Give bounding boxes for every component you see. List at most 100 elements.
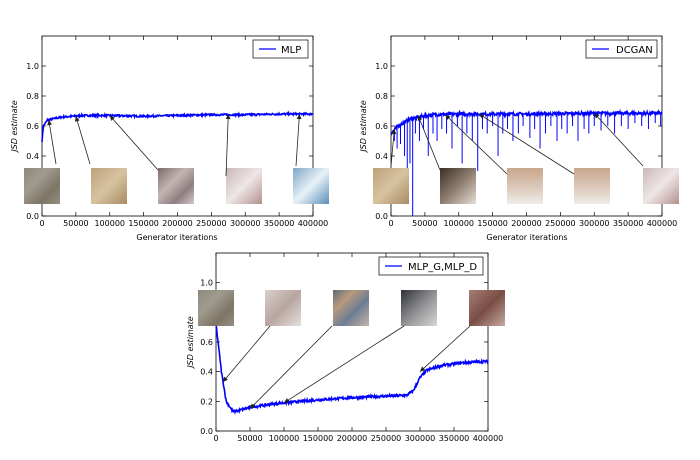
sample-image-beige-blur [91,168,127,204]
sample-image-noise [24,168,60,204]
annotation-arrowhead [250,403,256,409]
x-tick-label: 0 [388,219,393,228]
y-axis-label: JSD estimate [186,316,195,369]
annotation-arrowhead [296,114,302,120]
sample-image-icy [293,168,329,204]
x-tick-label: 200000 [162,219,193,228]
sample-image-gray-noise [198,290,234,326]
y-tick-label: 0.8 [375,92,388,101]
y-tick-label: 1.0 [26,62,39,71]
annotation-arrowhead [479,114,485,119]
x-tick-label: 50000 [63,219,88,228]
x-tick-label: 150000 [303,434,334,443]
x-tick-label: 50000 [237,434,262,443]
y-axis-label: JSD estimate [359,100,368,153]
y-axis-label: JSD estimate [10,100,19,153]
x-tick-label: 100000 [269,434,300,443]
x-tick-label: 300000 [405,434,436,443]
sample-image-room-mix [158,168,194,204]
annotation-arrowhead [47,120,52,126]
series-line [41,110,314,142]
y-tick-label: 0.0 [375,212,388,221]
annotation-arrow [225,113,229,177]
annotation-arrowhead [417,115,423,122]
annotation-arrowhead [222,376,228,383]
y-tick-label: 0.6 [375,122,388,131]
legend: MLP_G,MLP_D [378,256,484,276]
x-tick-label: 0 [39,219,44,228]
legend-box [378,256,484,276]
annotation-arrow [444,114,508,175]
x-tick-label: 250000 [371,434,402,443]
x-ticks: 0 50000 100000 150000 200000 250000 300000 3500… [388,36,677,228]
chart-mlp-g-mlp-d: 0.00.20.40.60.81.0 050000100000150000200… [186,252,505,443]
annotation-arrow [222,325,271,383]
x-tick-label: 50000 [412,219,437,228]
legend: MLP [252,39,309,59]
legend-label: DCGAN [616,45,653,56]
annotation-arrowhead [391,129,397,135]
x-tick-label: 100000 [443,219,474,228]
annotation-arrowhead [284,398,290,403]
series [390,108,663,216]
sample-images [198,290,505,326]
y-tick-label: 0.2 [200,397,213,406]
annotation-arrow [295,113,300,167]
sample-images [373,168,679,204]
x-tick-label: 300000 [230,219,261,228]
sample-image-pink-room [226,168,262,204]
y-tick-label: 0.0 [26,212,39,221]
legend-box [252,39,309,59]
sample-image-beige-room [373,168,409,204]
x-ticks: 0 50000 100000 150000 200000 250000 300000 3500… [39,36,328,228]
annotation-arrow [419,325,471,372]
annotation-arrowhead [594,113,600,119]
legend-label: MLP_G,MLP_D [408,262,477,273]
x-tick-label: 0 [213,434,218,443]
y-tick-label: 0.4 [375,152,388,161]
sample-images [24,168,329,204]
x-axis-label: Generator iterations [486,233,567,242]
x-tick-label: 400000 [298,219,329,228]
x-tick-label: 250000 [545,219,576,228]
series [41,110,314,142]
chart-mlp: 0.00.20.40.60.81.0 050000100000150000200… [10,35,329,242]
legend-label: MLP [281,45,301,56]
legend-box [585,39,658,59]
x-tick-label: 350000 [264,219,295,228]
annotation-arrowhead [74,116,80,122]
legend: DCGAN [585,39,658,59]
y-tick-label: 0.4 [200,368,213,377]
annotation-arrowhead [225,114,231,120]
sample-image-curtain-bedroom [574,168,610,204]
chart-dcgan: 0.00.20.40.60.81.0 050000100000150000200… [359,35,679,242]
annotation-arrow [417,115,441,171]
x-tick-label: 250000 [196,219,227,228]
sample-image-dark-blur [401,290,437,326]
x-tick-label: 350000 [613,219,644,228]
sample-image-colorful-noise [333,290,369,326]
annotation-arrow [249,325,333,410]
annotation-arrow [478,113,575,175]
series-line [390,108,663,136]
x-tick-label: 400000 [647,219,678,228]
arrows [222,325,471,410]
sample-image-dark-bedroom [440,168,476,204]
x-tick-label: 200000 [337,434,368,443]
y-tick-label: 1.0 [200,279,213,288]
x-tick-label: 350000 [439,434,470,443]
annotation-arrowhead [420,366,426,372]
series [215,323,489,416]
annotation-arrow [75,116,91,165]
sample-image-pale-blur [265,290,301,326]
x-tick-label: 100000 [94,219,125,228]
y-tick-label: 0.6 [200,338,213,347]
series-line [215,323,489,416]
x-tick-label: 400000 [473,434,504,443]
annotation-arrow [593,112,644,167]
sample-image-hotel-bedroom [643,168,679,204]
y-tick-label: 0.6 [26,122,39,131]
annotation-arrow [283,325,405,404]
x-axis-label: Generator iterations [136,233,217,242]
